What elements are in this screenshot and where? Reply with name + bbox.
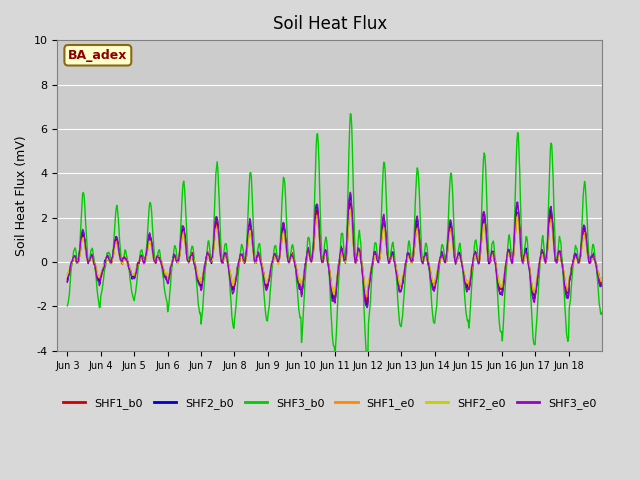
Legend: SHF1_b0, SHF2_b0, SHF3_b0, SHF1_e0, SHF2_e0, SHF3_e0: SHF1_b0, SHF2_b0, SHF3_b0, SHF1_e0, SHF2… <box>59 394 600 414</box>
SHF3_e0 <box>251 258 259 264</box>
SHF1_e0 <box>251 258 259 264</box>
SHF3_e0 <box>391 261 399 266</box>
SHF1_b0 <box>598 277 606 283</box>
Text: BA_adex: BA_adex <box>68 49 127 62</box>
SHF2_b0 <box>421 252 429 258</box>
SHF2_e0 <box>63 273 71 279</box>
Line: SHF2_e0: SHF2_e0 <box>67 211 602 295</box>
SHF3_e0 <box>225 264 232 270</box>
SHF1_e0 <box>421 253 429 259</box>
SHF1_e0 <box>63 272 71 278</box>
SHF3_e0 <box>346 190 354 195</box>
SHF1_b0 <box>364 300 372 306</box>
SHF3_b0 <box>364 356 371 362</box>
SHF2_b0 <box>63 278 71 284</box>
SHF3_b0 <box>346 111 354 117</box>
SHF3_b0 <box>126 276 134 282</box>
SHF1_e0 <box>391 260 399 266</box>
SHF1_b0 <box>271 252 279 257</box>
SHF2_b0 <box>271 253 279 259</box>
SHF1_b0 <box>251 257 259 263</box>
SHF3_e0 <box>271 251 279 256</box>
SHF3_b0 <box>391 259 399 264</box>
SHF1_b0 <box>346 201 354 206</box>
SHF3_e0 <box>126 269 134 275</box>
SHF1_b0 <box>225 261 232 266</box>
SHF2_e0 <box>225 263 232 269</box>
SHF1_b0 <box>421 254 429 260</box>
SHF2_e0 <box>598 276 606 281</box>
SHF2_e0 <box>362 292 370 298</box>
Title: Soil Heat Flux: Soil Heat Flux <box>273 15 387 33</box>
SHF1_e0 <box>126 266 134 272</box>
Line: SHF1_b0: SHF1_b0 <box>67 204 602 303</box>
SHF1_e0 <box>598 275 606 280</box>
SHF2_e0 <box>346 208 354 214</box>
SHF3_b0 <box>421 246 429 252</box>
SHF2_e0 <box>271 253 279 259</box>
Line: SHF3_b0: SHF3_b0 <box>67 114 602 359</box>
SHF3_b0 <box>63 303 71 309</box>
SHF3_b0 <box>598 310 606 315</box>
SHF1_e0 <box>347 206 355 212</box>
SHF3_b0 <box>271 243 279 249</box>
SHF3_e0 <box>421 253 429 259</box>
SHF2_b0 <box>346 193 354 199</box>
Y-axis label: Soil Heat Flux (mV): Soil Heat Flux (mV) <box>15 135 28 256</box>
SHF1_b0 <box>126 266 134 272</box>
SHF1_b0 <box>63 276 71 282</box>
SHF1_e0 <box>362 294 370 300</box>
SHF2_e0 <box>251 259 259 264</box>
SHF3_b0 <box>225 262 232 268</box>
SHF2_e0 <box>126 266 134 272</box>
Line: SHF1_e0: SHF1_e0 <box>67 209 602 297</box>
SHF3_e0 <box>364 305 371 311</box>
SHF2_b0 <box>391 260 399 265</box>
SHF2_e0 <box>391 259 399 265</box>
SHF2_b0 <box>251 260 259 266</box>
SHF1_e0 <box>225 262 232 267</box>
Line: SHF2_b0: SHF2_b0 <box>67 196 602 305</box>
SHF2_b0 <box>364 302 371 308</box>
SHF1_e0 <box>271 254 279 260</box>
SHF2_b0 <box>225 262 232 268</box>
SHF3_e0 <box>63 279 71 285</box>
SHF2_b0 <box>126 269 134 275</box>
SHF2_e0 <box>421 255 429 261</box>
SHF1_b0 <box>391 260 399 265</box>
Line: SHF3_e0: SHF3_e0 <box>67 192 602 308</box>
SHF3_e0 <box>598 281 606 287</box>
SHF2_b0 <box>598 282 606 288</box>
SHF3_b0 <box>251 254 259 260</box>
